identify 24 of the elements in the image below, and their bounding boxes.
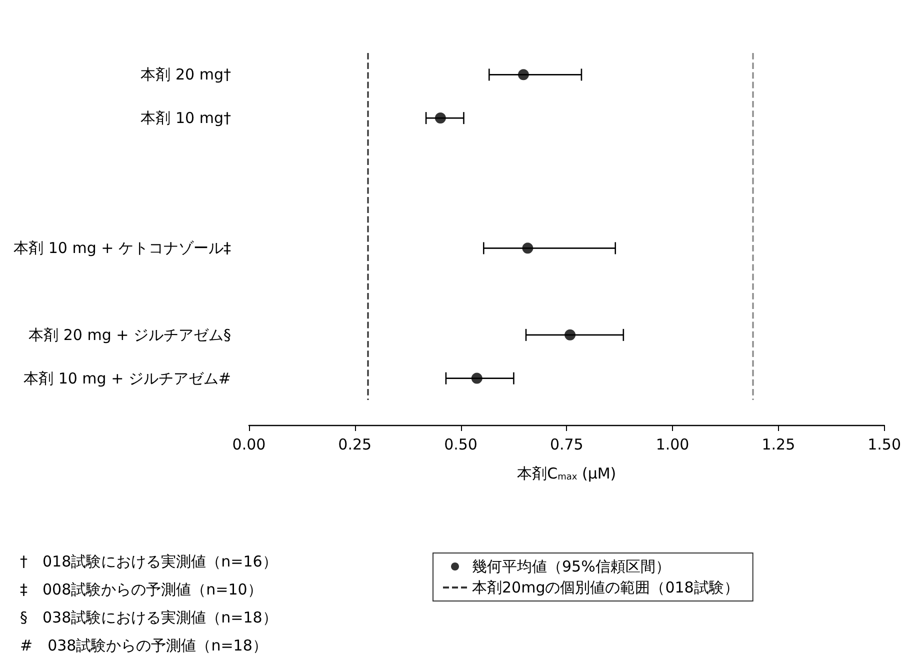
- point: [434, 112, 446, 124]
- x-tick-label: 0.25: [338, 436, 372, 454]
- x-tick-label: 0.50: [444, 436, 478, 454]
- x-tick-label: 0.00: [232, 436, 266, 454]
- x-tick-label: 0.75: [550, 436, 584, 454]
- x-tick-label: 1.00: [656, 436, 690, 454]
- x-axis-title: 本剤Cmax (μM): [517, 464, 616, 482]
- x-tick-label: 1.25: [762, 436, 796, 454]
- legend-label: 幾何平均値（95%信頼区間）: [472, 558, 670, 576]
- point: [518, 69, 529, 80]
- text: § 038試験における実測値（n=18）: [20, 608, 278, 626]
- point: [471, 372, 482, 384]
- text: ‡ 008試験からの予測値（n=10）: [20, 580, 262, 598]
- text: # 038試験からの予測値（n=18）: [20, 636, 268, 654]
- y-tick-label: 本剤 20 mg†: [140, 66, 232, 84]
- point: [522, 242, 534, 254]
- x-tick-label: 1.50: [868, 436, 902, 454]
- text: † 018試験における実測値（n=16）: [20, 552, 278, 570]
- y-tick-label: 本剤 10 mg†: [140, 109, 232, 128]
- y-tick-label: 本剤 20 mg + ジルチアゼム§: [28, 326, 231, 344]
- y-tick-label: 本剤 10 mg + ケトコナゾール‡: [14, 239, 232, 258]
- y-tick-label: 本剤 10 mg + ジルチアゼム#: [24, 369, 231, 388]
- legend-label: 本剤20mgの個別値の範囲（018試験）: [472, 578, 739, 596]
- point: [564, 329, 576, 340]
